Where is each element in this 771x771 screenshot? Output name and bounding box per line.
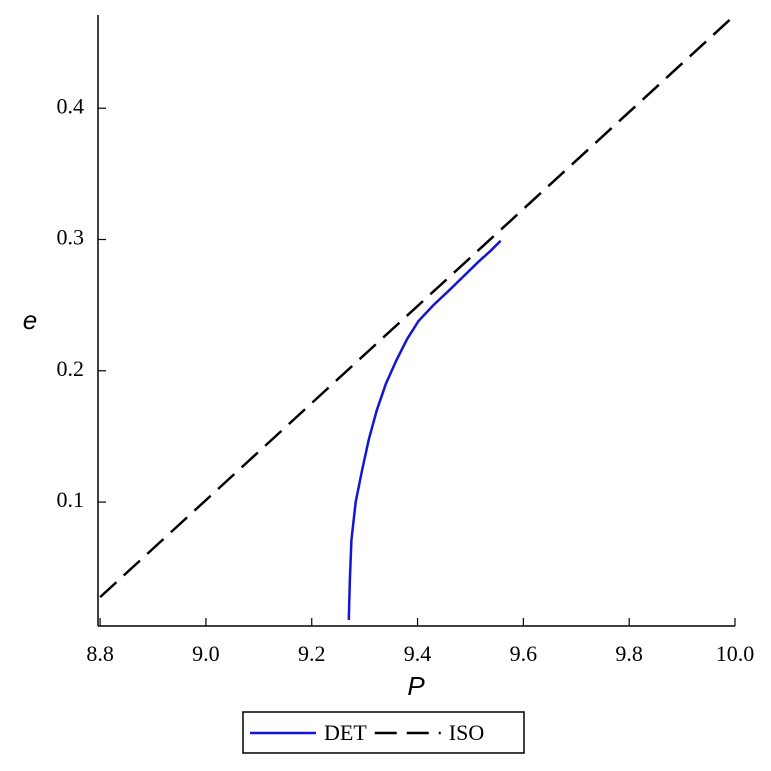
x-tick-label: 9.6 — [510, 641, 538, 666]
x-tick-label: 10.0 — [716, 641, 755, 666]
legend-label: ISO — [449, 720, 484, 745]
y-tick-label: 0.2 — [57, 356, 85, 381]
series-line — [99, 14, 736, 599]
x-tick-label: 9.2 — [298, 641, 326, 666]
y-axis-label: e — [23, 305, 37, 335]
x-axis-label: P — [407, 671, 425, 701]
x-tick-label: 9.8 — [615, 641, 643, 666]
x-tick-label: 8.8 — [86, 641, 114, 666]
y-tick-label: 0.1 — [57, 487, 85, 512]
x-tick-label: 9.0 — [192, 641, 220, 666]
y-tick-label: 0.4 — [57, 93, 85, 118]
x-tick-label: 9.4 — [404, 641, 432, 666]
series-line — [347, 239, 502, 620]
legend-label: DET — [324, 720, 367, 745]
y-tick-label: 0.3 — [57, 225, 85, 250]
